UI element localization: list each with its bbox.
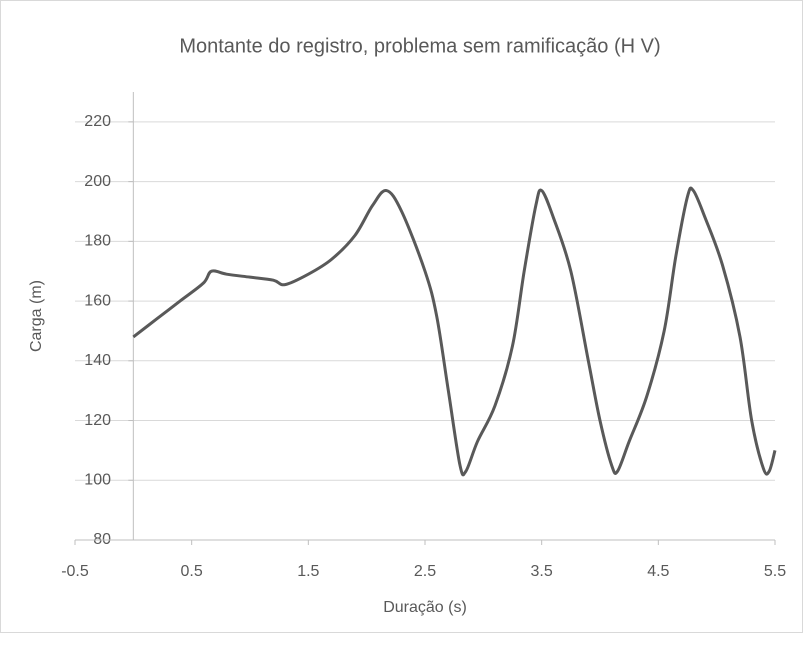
- y-tick-label: 200: [84, 173, 111, 190]
- y-tick-label: 180: [84, 233, 111, 250]
- x-tick-label: 4.5: [647, 563, 669, 580]
- y-axis-label: Carga (m): [28, 280, 45, 352]
- x-tick-label: -0.5: [61, 563, 89, 580]
- x-tick-label: 3.5: [531, 563, 553, 580]
- line-series: [132, 186, 777, 477]
- x-tick-label: 0.5: [181, 563, 203, 580]
- x-tick-label: 5.5: [764, 563, 786, 580]
- y-tick-label: 100: [84, 471, 111, 488]
- x-axis-label: Duração (s): [383, 599, 467, 616]
- y-tick-label: 220: [84, 113, 111, 130]
- x-tick-label: 1.5: [297, 563, 319, 580]
- x-tick-label: 2.5: [414, 563, 436, 580]
- y-tick-label: 140: [84, 352, 111, 369]
- y-tick-label: 160: [84, 292, 111, 309]
- y-tick-label: 120: [84, 412, 111, 429]
- chart-title: Montante do registro, problema sem ramif…: [179, 35, 660, 57]
- chart-border: [0, 0, 803, 633]
